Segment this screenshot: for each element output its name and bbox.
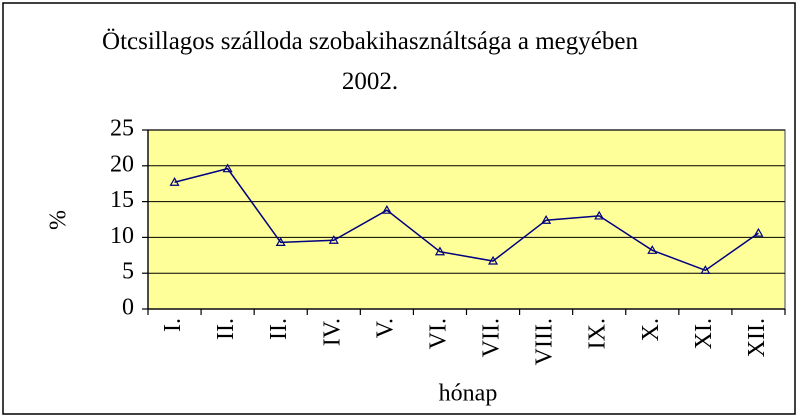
marker: [434, 246, 445, 256]
line: [174, 167, 759, 272]
x-tick-label: II.: [266, 318, 292, 340]
y-tick-label: 25: [110, 116, 134, 142]
x-tick-label: V.: [372, 318, 398, 338]
plot-area: [147, 129, 786, 310]
marker: [488, 255, 499, 265]
x-tick-label: XI.: [691, 318, 717, 349]
x-tick-label: I.: [160, 318, 186, 332]
chart-title: Ötcsillagos szálloda szobakihasználtsága…: [102, 28, 638, 95]
x-tick-label: IV.: [319, 318, 345, 346]
x-tick-label: VII.: [479, 318, 505, 357]
y-tick-label: 10: [110, 223, 134, 249]
marker: [753, 227, 764, 237]
y-axis-label: %: [46, 210, 72, 230]
y-tick-label: 0: [122, 295, 134, 321]
y-tick-label: 20: [110, 151, 134, 177]
x-axis-label: hónap: [439, 381, 498, 407]
marker: [594, 210, 605, 220]
marker: [169, 177, 180, 186]
x-tick-label: II.: [213, 318, 239, 340]
x-tick-label: IX.: [585, 318, 611, 349]
marker: [381, 204, 392, 214]
marker: [541, 215, 552, 224]
x-tick-label: VI.: [425, 318, 451, 349]
y-tick-label: 5: [122, 259, 134, 285]
x-tick-label: VIII.: [532, 318, 558, 365]
x-tick-label: XII.: [744, 318, 770, 357]
marker: [275, 237, 286, 247]
marker: [700, 265, 711, 274]
x-tick-label: X.: [638, 318, 664, 341]
marker: [222, 163, 233, 173]
marker: [328, 235, 339, 244]
y-tick-label: 15: [110, 187, 134, 213]
marker: [647, 245, 658, 254]
